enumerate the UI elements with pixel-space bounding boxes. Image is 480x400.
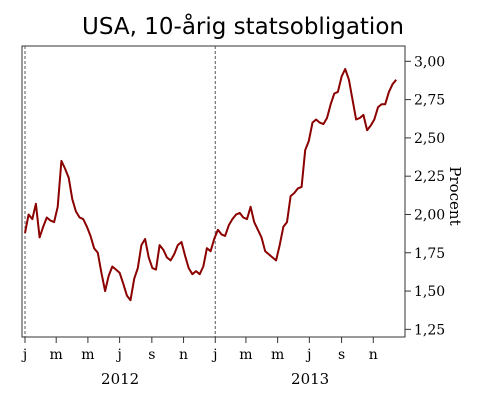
x-month-label: j xyxy=(21,347,27,363)
x-year-label: 2012 xyxy=(101,370,139,388)
x-month-label: j xyxy=(211,347,217,363)
chart-title: USA, 10-årig statsobligation xyxy=(82,12,404,40)
x-month-label: m xyxy=(50,347,63,363)
y-tick-label: 1,75 xyxy=(414,246,445,262)
x-month-label: m xyxy=(239,347,252,363)
year-dividers xyxy=(24,46,216,337)
x-month-label: s xyxy=(148,347,155,363)
y-tick-label: 2,50 xyxy=(414,131,445,147)
y-tick-label: 2,75 xyxy=(414,93,445,109)
x-month-label: n xyxy=(369,347,378,363)
y-tick-label: 2,25 xyxy=(414,169,445,185)
plot-frame xyxy=(21,45,406,338)
x-year-label: 2013 xyxy=(291,370,329,388)
y-tick-label: 2,00 xyxy=(414,207,445,223)
x-axis: j m m j s n j m m j s n 2012 2013 xyxy=(21,337,378,388)
x-month-label: n xyxy=(179,347,188,363)
y-tick-label: 3,00 xyxy=(414,54,445,70)
y-tick-label: 1,50 xyxy=(414,284,445,300)
x-month-label: m xyxy=(81,347,94,363)
x-month-label: s xyxy=(338,347,345,363)
y-tick-label: 1,25 xyxy=(414,322,445,338)
y-axis: 3,00 2,75 2,50 2,25 2,00 1,75 1,50 1,25 xyxy=(405,54,445,338)
y-axis-label: Procent xyxy=(446,166,464,225)
x-month-label: m xyxy=(271,347,284,363)
series-line xyxy=(24,68,397,302)
x-month-label: j xyxy=(115,347,121,363)
x-month-label: j xyxy=(305,347,311,363)
